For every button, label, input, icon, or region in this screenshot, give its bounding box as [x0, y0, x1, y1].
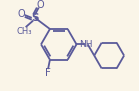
Text: O: O	[37, 0, 44, 10]
Text: S: S	[31, 13, 39, 23]
Text: CH₃: CH₃	[16, 27, 32, 36]
Text: O: O	[17, 9, 25, 19]
Text: F: F	[45, 68, 51, 78]
Text: NH: NH	[79, 40, 93, 49]
